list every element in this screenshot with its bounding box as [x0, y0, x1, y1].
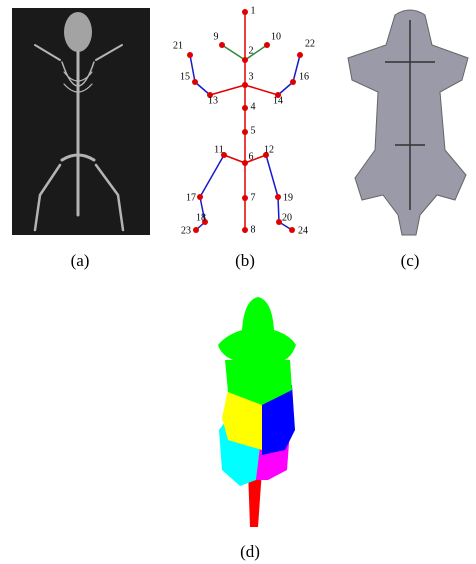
joint [290, 79, 296, 85]
joint-label: 1 [251, 5, 256, 16]
joint-label: 17 [186, 192, 196, 203]
joint-label: 13 [208, 95, 218, 106]
joint-label: 19 [283, 192, 293, 203]
bone [221, 44, 246, 61]
joint-label: 4 [251, 101, 256, 112]
joint-label: 11 [214, 144, 224, 155]
joint [297, 52, 303, 58]
joint-label: 18 [196, 212, 206, 223]
joint-label: 22 [305, 38, 315, 49]
joint [193, 227, 199, 233]
joint [289, 227, 295, 233]
xray-panel [12, 8, 150, 235]
joint-label: 2 [249, 45, 254, 56]
joint [242, 82, 248, 88]
joint [202, 219, 208, 225]
caption: (c) [401, 251, 420, 270]
caption: (d) [240, 542, 260, 561]
bone [223, 154, 246, 164]
bone [189, 54, 196, 83]
bone [244, 44, 268, 61]
bone [244, 154, 267, 164]
joint-label: 3 [249, 71, 254, 82]
joint [242, 227, 248, 233]
joint-label: 16 [299, 71, 309, 82]
joint [264, 42, 270, 48]
joint [197, 194, 203, 200]
joint-label: 6 [249, 151, 254, 162]
joint-label: 12 [264, 144, 274, 155]
caption: (a) [71, 251, 90, 270]
joint-label: 9 [214, 31, 219, 42]
joint [242, 57, 248, 63]
joint [242, 195, 248, 201]
joint [219, 42, 225, 48]
joint [221, 152, 227, 158]
bone [199, 196, 206, 223]
joint [275, 194, 281, 200]
joint [242, 129, 248, 135]
bone [277, 81, 294, 96]
bone [209, 84, 246, 96]
joint [242, 105, 248, 111]
bone [277, 196, 280, 223]
joint [275, 92, 281, 98]
joint-label: 15 [180, 71, 190, 82]
joint-label: 21 [173, 40, 183, 51]
bone [292, 54, 301, 83]
joint [187, 52, 193, 58]
joint-label: 14 [273, 95, 283, 106]
joint [242, 9, 248, 15]
joint-label: 5 [251, 125, 256, 136]
joint-label: 8 [251, 224, 256, 235]
bone [244, 84, 279, 96]
joint [192, 79, 198, 85]
joint-label: 23 [181, 225, 191, 236]
mesh-panel [347, 9, 469, 236]
joint-label: 20 [282, 212, 292, 223]
segmentation-panel [218, 297, 296, 527]
bone [199, 154, 225, 198]
bone [265, 154, 279, 198]
joint-label: 24 [298, 225, 308, 236]
joint-label: 10 [271, 31, 281, 42]
bone [194, 81, 211, 96]
joint [276, 219, 282, 225]
joint [242, 160, 248, 166]
joint-label: 7 [251, 192, 256, 203]
joint [207, 92, 213, 98]
joint [263, 152, 269, 158]
caption: (b) [235, 251, 255, 270]
